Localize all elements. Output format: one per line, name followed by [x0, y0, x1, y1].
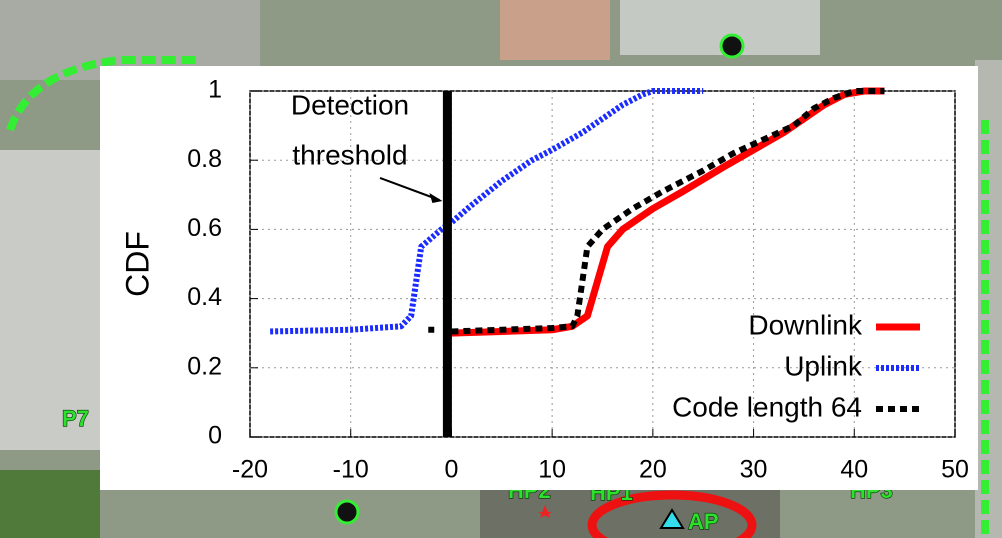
y-tick-label: 0 [208, 422, 222, 450]
map-label: AP [688, 509, 719, 534]
chart-panel [100, 66, 978, 490]
y-axis-label: CDF [119, 231, 155, 297]
y-tick-label: 0.2 [187, 352, 222, 380]
legend-label: Uplink [784, 350, 863, 381]
x-tick-label: 50 [941, 456, 969, 484]
y-tick-label: 0.4 [187, 283, 222, 311]
x-tick-label: 30 [740, 456, 768, 484]
legend-label: Code length 64 [672, 391, 862, 422]
map-field [0, 470, 100, 538]
annotation: Detection [291, 89, 409, 120]
x-tick-label: 10 [538, 456, 566, 484]
x-tick-label: 20 [639, 456, 667, 484]
map-marker [721, 35, 743, 57]
x-tick-label: 40 [840, 456, 868, 484]
map-marker [336, 501, 358, 523]
figure: P7 HP2 HP1 HP3 AP CDF 00.20.40.60.81-20-… [0, 0, 1002, 538]
y-tick-label: 0.8 [187, 145, 222, 173]
x-tick-label: -10 [333, 456, 369, 484]
y-tick-label: 1 [208, 76, 222, 104]
x-tick-label: -20 [232, 456, 268, 484]
annotation: threshold [292, 139, 407, 170]
y-tick-label: 0.6 [187, 214, 222, 242]
map-building [500, 0, 610, 60]
page: {"chart_data": {"type": "line", "ylabel"… [0, 0, 1002, 538]
x-tick-label: 0 [444, 456, 458, 484]
map-label: P7 [62, 406, 89, 431]
legend-label: Downlink [748, 309, 863, 340]
